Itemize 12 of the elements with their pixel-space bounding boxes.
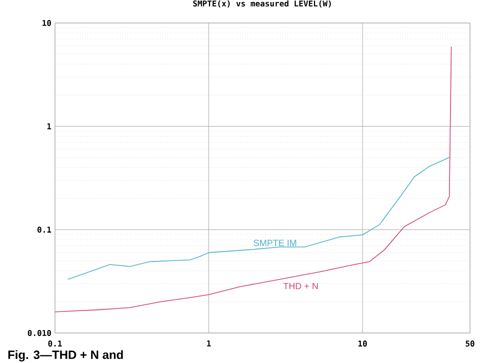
series-label: THD + N [283, 282, 318, 290]
series-label: SMPTE IM [254, 240, 296, 246]
x-tick-label: 50 [466, 340, 474, 347]
y-tick-label: 1 [47, 123, 52, 130]
x-tick-label: 10 [358, 340, 367, 347]
y-tick-label: 0.1 [38, 226, 52, 233]
x-tick-label: 1 [207, 340, 211, 346]
chart-title: SMPTE(x) vs measured LEVEL(W) [193, 0, 331, 8]
caption: Fig. 3—THD + N and [8, 350, 123, 362]
y-tick-label: 10 [42, 20, 51, 26]
y-tick-label: 0.010 [28, 330, 51, 336]
x-tick-label: 0.1 [48, 340, 62, 347]
